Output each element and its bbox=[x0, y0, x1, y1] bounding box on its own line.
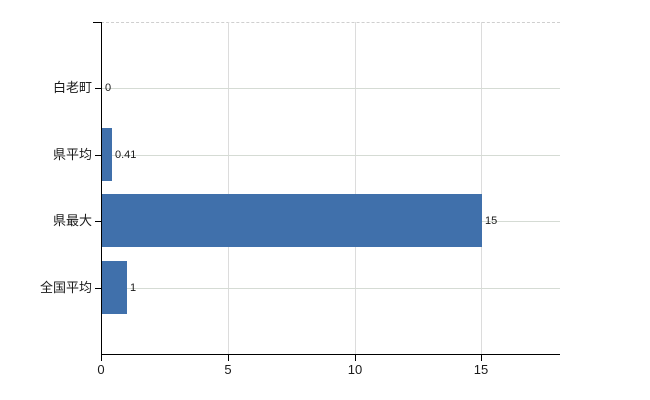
category-label: 県平均 bbox=[52, 147, 92, 162]
y-tick-mark bbox=[95, 155, 101, 156]
bar bbox=[102, 261, 127, 314]
y-axis-line bbox=[101, 22, 102, 355]
bar-value-label: 15 bbox=[485, 215, 498, 227]
x-tick-label: 0 bbox=[97, 362, 105, 377]
bar-value-label: 0 bbox=[105, 82, 112, 94]
y-tick-mark bbox=[95, 88, 101, 89]
bar-value-label: 1 bbox=[130, 282, 137, 294]
x-tick-mark bbox=[481, 355, 482, 361]
grid-line-horizontal bbox=[102, 288, 560, 289]
grid-line-horizontal bbox=[102, 155, 560, 156]
x-tick-label: 5 bbox=[224, 362, 232, 377]
bar-value-label: 0.41 bbox=[115, 149, 137, 161]
x-tick-mark bbox=[228, 355, 229, 361]
x-tick-label: 10 bbox=[347, 362, 363, 377]
category-label: 県最大 bbox=[52, 213, 92, 228]
category-label: 全国平均 bbox=[39, 280, 92, 295]
grid-line-vertical bbox=[355, 22, 356, 354]
category-label: 白老町 bbox=[52, 80, 92, 95]
x-tick-mark bbox=[101, 355, 102, 361]
grid-line-vertical bbox=[481, 22, 482, 354]
x-tick-mark bbox=[355, 355, 356, 361]
plot-top-border bbox=[101, 22, 560, 23]
grid-line-horizontal bbox=[102, 88, 560, 89]
grid-line-vertical bbox=[228, 22, 229, 354]
x-tick-label: 15 bbox=[473, 362, 489, 377]
y-tick-mark bbox=[95, 288, 101, 289]
bar bbox=[102, 194, 482, 247]
y-tick-mark bbox=[95, 221, 101, 222]
bar bbox=[102, 128, 112, 181]
y-axis-top-tick bbox=[93, 22, 101, 23]
x-axis-line bbox=[101, 354, 560, 355]
